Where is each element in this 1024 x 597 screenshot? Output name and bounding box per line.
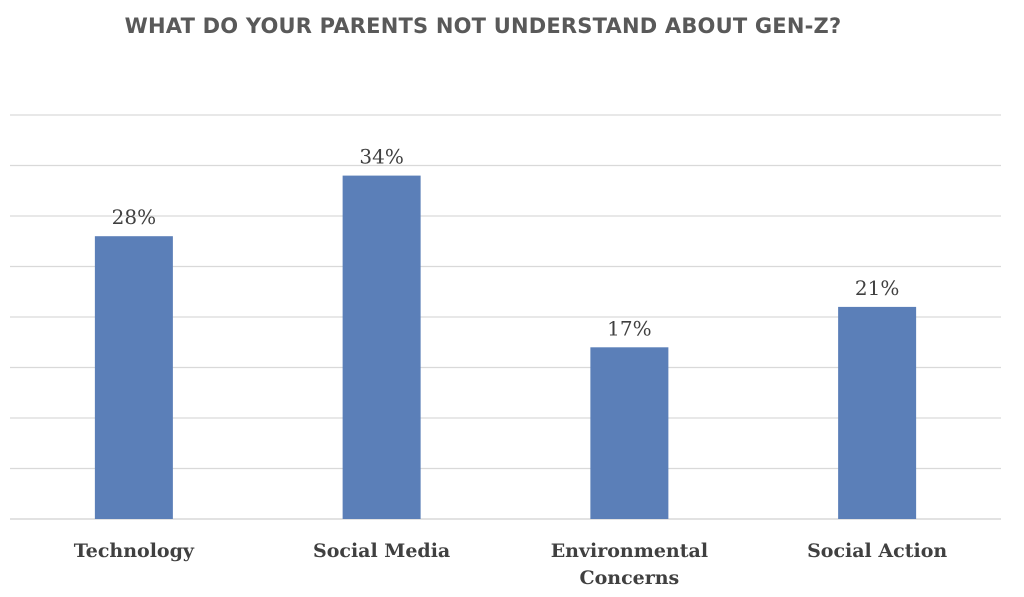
data-label: 21% <box>855 276 899 300</box>
category-tick-label: Social Media <box>313 540 450 562</box>
bar <box>94 236 173 519</box>
category-tick-label: Technology <box>74 540 195 562</box>
category-tick-label: Environmental Concerns <box>551 540 708 589</box>
category-tick-labels: Technology Social Media Environmental Conce… <box>74 540 948 589</box>
bars <box>94 175 917 519</box>
data-labels: 28% 34% 17% 21% <box>112 145 900 341</box>
data-label: 34% <box>359 145 403 169</box>
bar <box>838 306 917 519</box>
gridlines <box>10 114 1001 520</box>
category-tick-label: Social Action <box>807 540 947 562</box>
chart-title: WHAT DO YOUR PARENTS NOT UNDERSTAND ABOU… <box>124 14 842 38</box>
data-label: 17% <box>607 316 651 340</box>
bar <box>342 175 421 519</box>
bar <box>590 347 669 519</box>
data-label: 28% <box>112 205 156 229</box>
